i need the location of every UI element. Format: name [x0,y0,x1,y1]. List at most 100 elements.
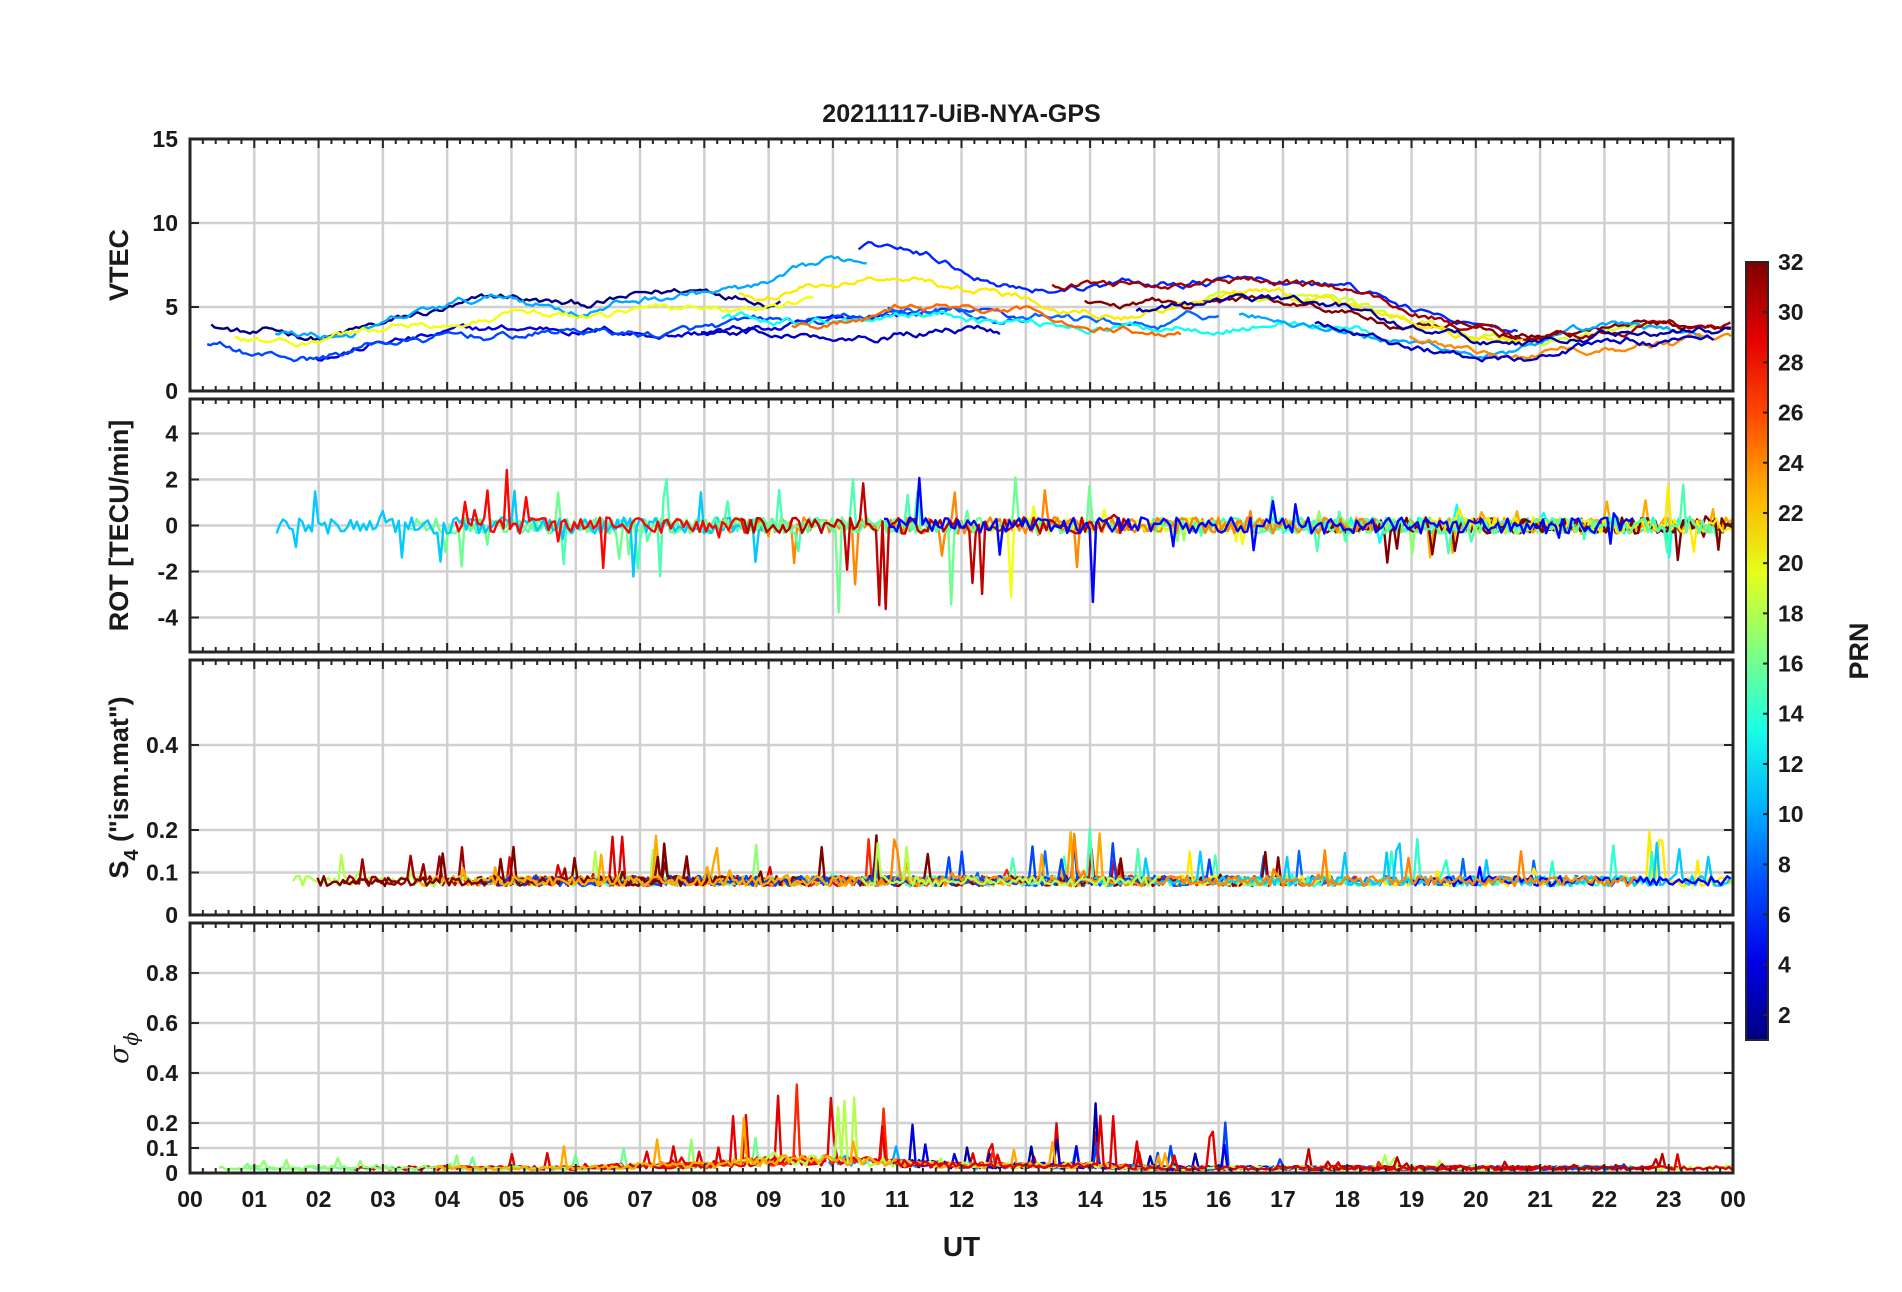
trace-prn-6 [857,240,1519,334]
y-tick-label: 15 [152,126,178,152]
traces-s4 [292,827,1733,888]
colorbar-tick-label: 28 [1778,349,1804,375]
x-tick-label: 12 [949,1186,975,1212]
colorbar-tick-label: 24 [1778,450,1804,476]
x-tick-label: 01 [241,1186,267,1212]
colorbar-tick-label: 16 [1778,651,1804,677]
trace-prn-32 [316,845,723,888]
panel-rot: -4 -2 0 2 4 ROT [TECU/min] [104,397,1735,654]
y-tick-label: 0.8 [146,960,178,986]
x-tick-label: 18 [1334,1186,1360,1212]
x-tick-label: 03 [370,1186,396,1212]
y-tick-label: -4 [158,605,179,631]
colorbar-tick-label: 26 [1778,400,1804,426]
y-tick-label: 10 [152,210,178,236]
colorbar-tick-label: 30 [1778,299,1804,325]
trace-prn-2 [908,1102,1389,1172]
trace-prn-18 [860,842,1162,888]
x-tick-label: 22 [1592,1186,1618,1212]
trace-prn-3 [700,324,1001,344]
trace-prn-28 [454,468,749,570]
traces-sigma_phi [218,1083,1733,1172]
trace-prn-23 [434,1117,1170,1172]
trace-prn-5 [883,476,1634,604]
panel-sigma_phi: 00.10.2 0.4 0.6 0.8 σϕ 00 01 02 03 04 05 06 07 08 09 10… [104,921,1746,1212]
colorbar-tick-label: 10 [1778,801,1804,827]
trace-prn-25 [791,303,1182,338]
y-axis-label-main: S [104,861,134,879]
y-tick-label: 0.4 [146,732,178,758]
trace-prn-20 [234,295,814,348]
trace-prn-16 [712,476,1117,614]
y-tick-label: 0 [165,513,178,539]
colorbar-tick-label: 4 [1778,952,1791,978]
x-tick-label: 13 [1013,1186,1039,1212]
x-tick-label: 14 [1077,1186,1103,1212]
y-axis-label-rot: ROT [TECU/min] [104,420,134,631]
colorbar-label: PRN [1844,622,1874,679]
x-tick-label: 20 [1463,1186,1489,1212]
colorbar-tick-label: 14 [1778,701,1804,727]
trace-prn-27 [658,1083,1418,1172]
y-axis-label-sub: ϕ [119,1032,143,1046]
colorbar-tick-label: 12 [1778,751,1804,777]
x-tick-label: 15 [1142,1186,1168,1212]
trace-prn-10 [275,254,867,340]
x-tick-label: 06 [563,1186,589,1212]
x-tick-label: 19 [1399,1186,1425,1212]
x-tick-label: 11 [885,1186,910,1212]
y-tick-label: 0 [165,902,178,928]
x-tick-label: 21 [1527,1186,1553,1212]
colorbar-tick-label: 2 [1778,1002,1791,1028]
traces-rot [275,468,1733,614]
y-axis-label-vtec: VTEC [104,229,134,301]
y-axis-label-sub: 4 [121,849,143,861]
colorbar-tick-label: 32 [1778,249,1804,275]
y-tick-label: 0 [165,378,178,404]
y-tick-label: 0.1 [146,1135,178,1161]
y-tick-label: -2 [158,559,178,585]
colorbar-tick-label: 20 [1778,550,1804,576]
x-tick-label: 07 [627,1186,653,1212]
trace-prn-21 [738,276,1524,344]
x-tick-label: 08 [692,1186,718,1212]
y-axis-label-s4: S4 ("ism.mat") [104,696,143,878]
panel-vtec: 0 5 10 15 VTEC [104,126,1735,404]
chart-title: 20211117-UiB-NYA-GPS [822,100,1100,128]
x-tick-label: 05 [499,1186,525,1212]
y-tick-label: 0.6 [146,1010,178,1036]
trace-prn-24 [718,489,1281,586]
colorbar-bar [1745,261,1769,1041]
y-tick-label: 0.2 [146,817,178,843]
colorbar-tick-label: 8 [1778,851,1791,877]
y-axis-label-rest: ("ism.mat") [104,696,134,849]
traces-vtec [206,240,1732,363]
y-tick-label: 0 [165,1160,178,1186]
x-tick-label: 00 [1720,1186,1746,1212]
trace-prn-7 [206,306,1028,363]
x-tick-label: 09 [756,1186,782,1212]
y-axis-label-sigma_phi: σϕ [104,1032,143,1064]
y-tick-label: 2 [165,467,178,493]
trace-prn-29 [893,1114,1554,1172]
x-tick-label: 04 [434,1186,460,1212]
y-axis-label-main: σ [104,1044,135,1064]
x-tick-label: 16 [1206,1186,1232,1212]
x-axis-label: UT [943,1231,980,1262]
trace-prn-3 [1314,320,1715,363]
y-tick-label: 0.1 [146,860,178,886]
x-tick-label: 00 [177,1186,203,1212]
trace-prn-23 [485,853,857,887]
trace-prn-4 [314,311,923,362]
x-tick-label: 17 [1270,1186,1296,1212]
trace-prn-8 [887,305,1220,331]
panel-s4: 00.10.20.4S4 ("ism.mat") [104,658,1735,928]
x-tick-label: 10 [820,1186,846,1212]
y-tick-label: 4 [165,421,178,447]
x-tick-label: 02 [306,1186,332,1212]
y-tick-label: 5 [165,294,178,320]
colorbar-tick-label: 22 [1778,500,1804,526]
y-tick-label: 0.4 [146,1060,178,1086]
